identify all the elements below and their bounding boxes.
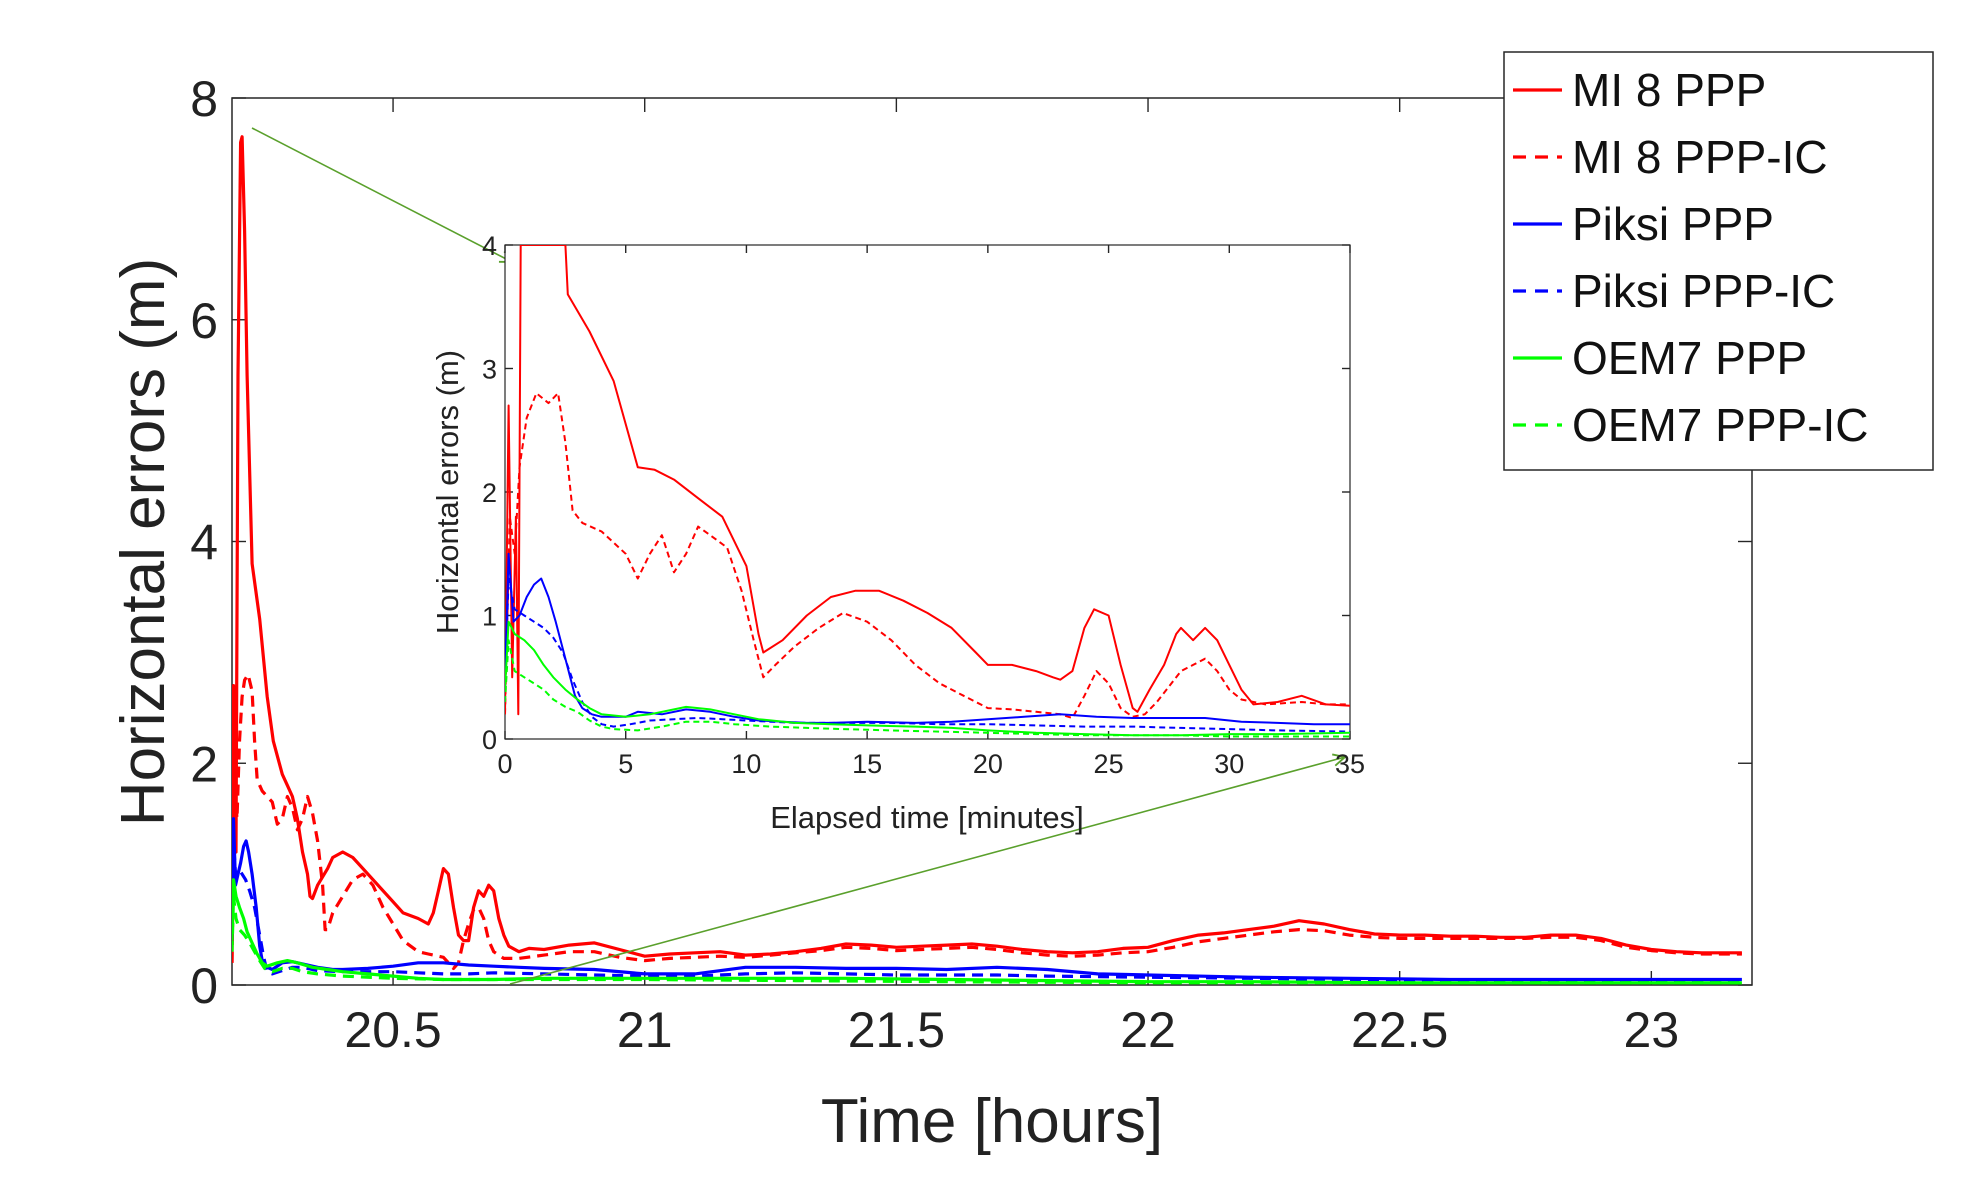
legend-label: Piksi PPP-IC [1572,265,1835,317]
legend-items: MI 8 PPP MI 8 PPP-IC Piksi PPP Piksi PPP-IC… [1513,64,1869,451]
main-y-axis-label: Horizontal errors (m) [109,258,178,826]
inset-series-piksi-ppp [505,552,1350,726]
inset-axes: 0 5 10 15 20 25 30 35 0 1 2 3 4 Elapsed time [minute… [430,231,1365,835]
inset-series-mi-8-ppp-ic [505,392,1350,719]
inset-y-tick-label: 3 [482,355,497,385]
main-x-tick-label: 21 [617,1002,673,1058]
main-x-tick-label: 21.5 [848,1002,945,1058]
legend-label: OEM7 PPP-IC [1572,399,1869,451]
main-series-piksi-ppp-ic [232,839,1742,983]
legend-box [1503,51,1934,471]
legend-label: MI 8 PPP [1572,64,1766,116]
main-x-tick-label: 23 [1624,1002,1680,1058]
legend-label: MI 8 PPP-IC [1572,131,1828,183]
legend-label: Piksi PPP [1572,198,1774,250]
inset-y-tick-label: 1 [482,602,497,632]
zoom-arrow-bottom [509,757,1345,985]
main-y-tick-label: 6 [190,293,218,349]
main-y-tick-label: 0 [190,958,218,1014]
inset-x-tick-label: 15 [852,749,882,779]
legend: MI 8 PPP MI 8 PPP-IC Piksi PPP Piksi PPP-IC… [1503,51,1934,471]
zoom-arrows [251,127,1345,985]
inset-x-tick-label: 30 [1214,749,1244,779]
inset-ticks: 0 5 10 15 20 25 30 35 0 1 2 3 4 [482,231,1365,779]
inset-x-tick-label: 5 [618,749,633,779]
inset-x-tick-label: 25 [1094,749,1124,779]
main-y-tick-label: 4 [190,515,218,571]
legend-label: OEM7 PPP [1572,332,1807,384]
main-series-oem7-ppp [232,878,1742,985]
main-series-piksi-ppp [232,817,1742,982]
inset-x-axis-label: Elapsed time [minutes] [770,800,1084,835]
main-y-tick-label: 2 [190,736,218,792]
inset-series-mi-8-ppp [505,245,1350,716]
zoom-arrow-top [251,127,512,262]
main-series-oem7-ppp-ic [232,894,1742,985]
inset-y-tick-label: 2 [482,478,497,508]
inset-x-tick-label: 10 [731,749,761,779]
inset-y-axis-label: Horizontal errors (m) [430,350,465,634]
inset-y-tick-label: 4 [482,231,497,261]
main-y-tick-label: 8 [190,71,218,127]
main-series-lines [232,135,1742,985]
inset-series-lines [505,245,1350,738]
inset-x-tick-label: 0 [497,749,512,779]
inset-x-tick-label: 20 [973,749,1003,779]
main-series-mi-8-ppp [232,135,1742,963]
inset-x-tick-label: 35 [1335,749,1365,779]
inset-series-oem7-ppp [505,620,1350,737]
main-x-tick-label: 20.5 [344,1002,441,1058]
main-series-mi-8-ppp-ic [232,672,1742,970]
main-x-tick-label: 22.5 [1351,1002,1448,1058]
inset-plot-area [504,244,1351,740]
main-x-axis-label: Time [hours] [821,1087,1163,1156]
inset-y-tick-label: 0 [482,725,497,755]
inset-series-oem7-ppp-ic [505,639,1350,738]
main-x-tick-label: 22 [1120,1002,1176,1058]
